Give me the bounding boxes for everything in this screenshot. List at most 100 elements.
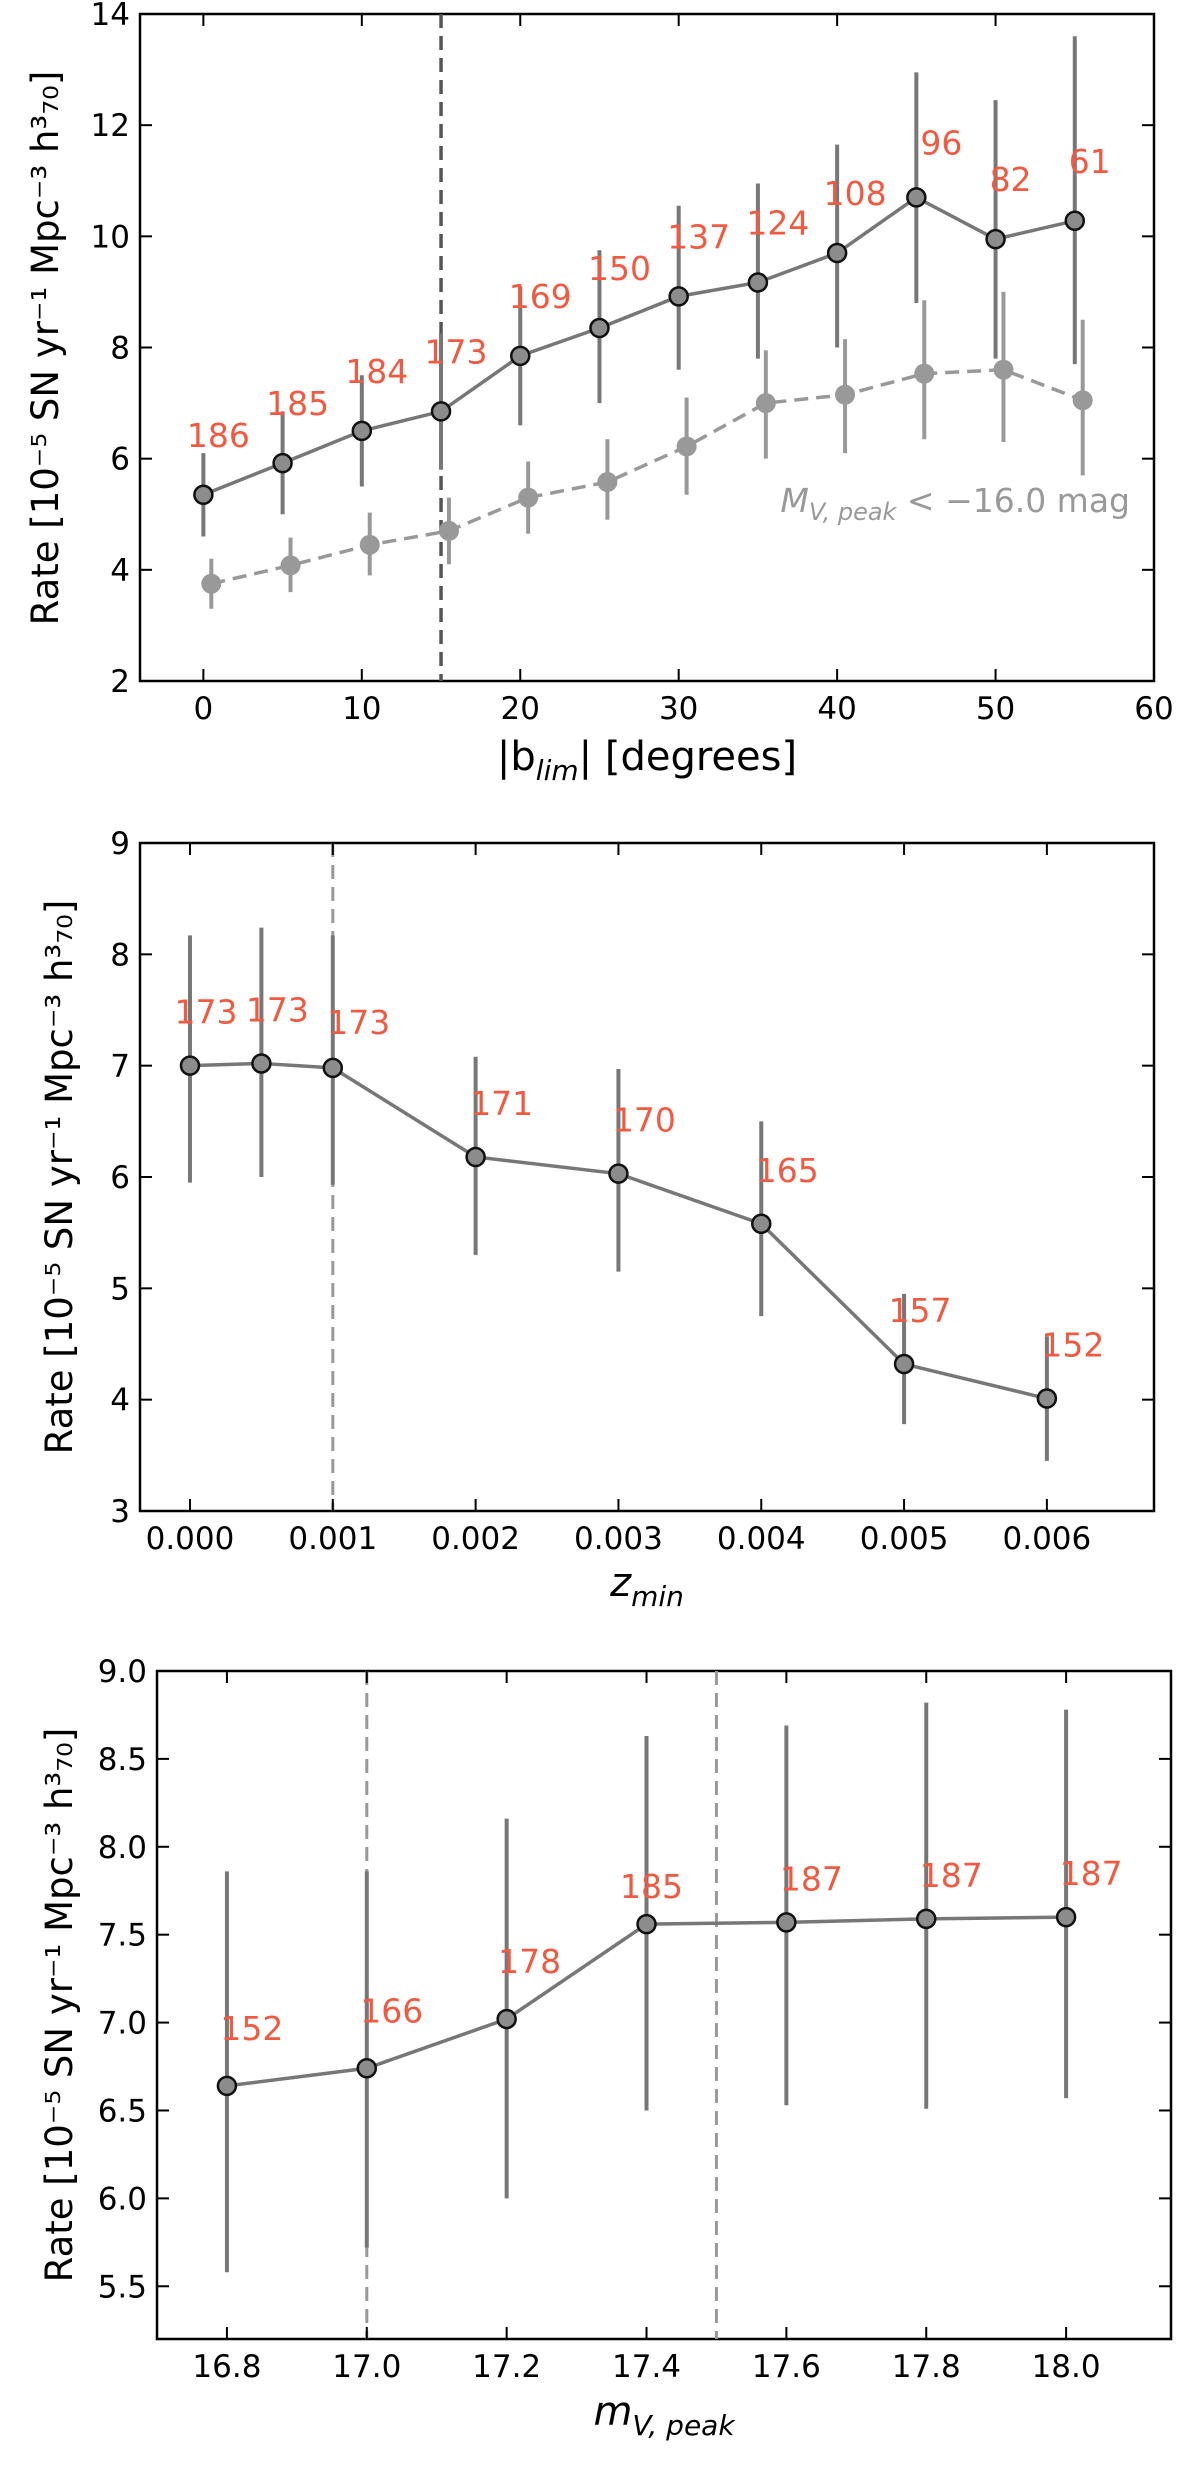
y-tick-label: 6 — [110, 1160, 130, 1196]
data-point — [776, 1912, 797, 1933]
x-tick-label: 0.000 — [146, 1521, 235, 1557]
data-point — [747, 272, 769, 293]
count-label: 178 — [498, 1942, 561, 1981]
all-series — [179, 1053, 1058, 1409]
y-tick-label: 7 — [110, 1049, 130, 1085]
y-axis-label: Rate [10⁻⁵ SN yr⁻¹ Mpc⁻³ h³₇₀] — [38, 900, 81, 1455]
bright-point — [597, 472, 618, 493]
x-tick-label: 0.001 — [288, 1521, 377, 1557]
x-tick-label: 17.0 — [332, 2349, 401, 2385]
data-point — [636, 1913, 657, 1935]
count-label: 173 — [425, 332, 488, 371]
bright-series — [201, 359, 1093, 594]
count-label: 108 — [824, 174, 887, 213]
data-point — [1036, 1388, 1058, 1409]
y-tick-label: 9 — [110, 826, 130, 862]
series-line — [202, 195, 1076, 497]
bright-point — [438, 520, 459, 541]
y-tick-label: 10 — [91, 219, 130, 255]
bright-point — [1072, 390, 1093, 411]
x-tick-label: 0 — [194, 691, 214, 727]
x-tick-label: 0.005 — [860, 1521, 949, 1557]
data-point — [322, 1057, 344, 1079]
all-series — [193, 187, 1086, 506]
x-tick-label: 17.2 — [472, 2349, 541, 2385]
magnitude-cut-annotation: MV, peak < −16.0 mag — [780, 481, 1130, 526]
data-point — [510, 345, 531, 367]
data-point — [906, 187, 927, 208]
count-label: 137 — [667, 217, 730, 256]
x-tick-label: 0.003 — [574, 1521, 663, 1557]
y-tick-label: 3 — [110, 1494, 130, 1530]
bright-point — [914, 363, 935, 384]
count-label: 185 — [620, 1867, 683, 1906]
y-tick-label: 6 — [110, 442, 130, 478]
series-line — [189, 1061, 1048, 1401]
count-label: 124 — [746, 203, 809, 242]
data-point — [668, 286, 689, 307]
count-label: 173 — [174, 993, 237, 1032]
x-tick-label: 18.0 — [1032, 2349, 1101, 2385]
data-point — [193, 484, 214, 506]
data-point — [826, 242, 848, 264]
x-tick-label: 17.4 — [612, 2349, 681, 2385]
y-tick-label: 2 — [110, 664, 130, 700]
x-tick-label: 17.6 — [752, 2349, 821, 2385]
plot-frame — [138, 841, 1156, 1513]
data-point — [351, 420, 373, 442]
x-tick-label: 16.8 — [192, 2349, 261, 2385]
bright-point — [359, 534, 380, 555]
all-errorbars — [187, 927, 1049, 1461]
count-label: 169 — [509, 277, 572, 316]
data-point — [465, 1146, 486, 1168]
data-point — [1055, 1906, 1077, 1928]
count-label: 150 — [588, 249, 651, 288]
count-label: 187 — [1060, 1854, 1123, 1893]
bright-point — [676, 436, 697, 457]
bright-series-line — [210, 367, 1084, 586]
y-tick-label: 8.0 — [98, 1830, 147, 1866]
data-point — [985, 228, 1006, 250]
count-label: 152 — [1041, 1326, 1104, 1365]
y-tick-label: 12 — [91, 108, 130, 144]
all-series — [216, 1906, 1077, 2097]
count-label: 96 — [920, 123, 962, 162]
y-axis-label: Rate [10⁻⁵ SN yr⁻¹ Mpc⁻³ h³₇₀] — [24, 71, 67, 626]
data-point — [751, 1213, 772, 1235]
plot-frame — [155, 1669, 1173, 2341]
x-tick-label: 20 — [501, 691, 540, 727]
count-label: 61 — [1069, 142, 1111, 181]
count-label: 184 — [345, 352, 408, 391]
count-label: 173 — [246, 990, 309, 1029]
x-axis-label: |blim| [degrees] — [497, 734, 797, 787]
data-point — [893, 1353, 915, 1375]
count-label: 166 — [360, 1991, 423, 2030]
x-tick-label: 40 — [817, 691, 856, 727]
data-point — [608, 1163, 629, 1184]
data-point — [356, 2058, 378, 2079]
y-tick-label: 6.5 — [98, 2093, 147, 2129]
bright-point — [835, 384, 856, 405]
y-tick-label: 14 — [91, 0, 130, 33]
y-tick-label: 9.0 — [98, 1654, 147, 1690]
bright-point — [280, 555, 301, 576]
bright-point — [993, 359, 1014, 380]
count-label: 171 — [470, 1084, 533, 1123]
x-tick-label: 30 — [659, 691, 698, 727]
x-tick-label: 0.004 — [717, 1521, 806, 1557]
data-point — [1064, 210, 1086, 232]
y-tick-label: 4 — [110, 553, 130, 589]
y-tick-label: 6.0 — [98, 2181, 147, 2217]
y-tick-label: 5.5 — [98, 2269, 147, 2305]
axis-ticks: 0.000 0.001 0.002 0.003 0.004 0.005 0.006 3 4 5 6 7… — [110, 826, 1154, 1557]
y-tick-label: 8 — [110, 937, 130, 973]
x-axis-label: zmin — [609, 1560, 684, 1613]
x-tick-label: 0.006 — [1003, 1521, 1092, 1557]
count-label: 186 — [187, 416, 250, 455]
bright-point — [755, 393, 776, 414]
x-tick-label: 50 — [976, 691, 1015, 727]
data-point — [496, 2008, 517, 2030]
bright-point — [518, 487, 539, 508]
